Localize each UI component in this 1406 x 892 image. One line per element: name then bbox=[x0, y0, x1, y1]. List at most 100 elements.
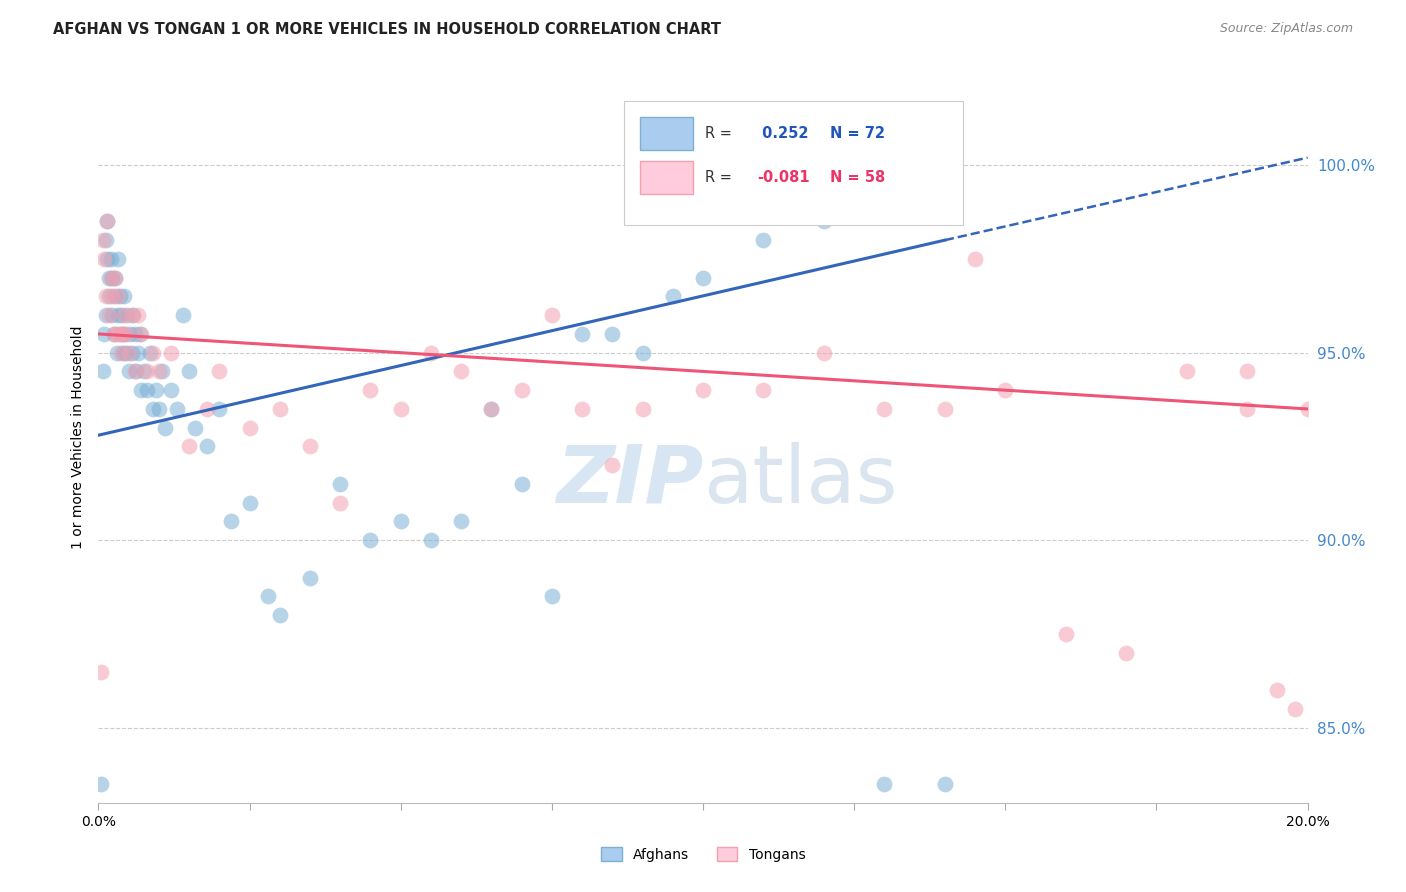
Point bbox=[122, 308, 145, 322]
Point bbox=[96, 214, 118, 228]
Point bbox=[97, 270, 120, 285]
Point bbox=[91, 364, 114, 378]
Point bbox=[239, 420, 262, 434]
Point bbox=[127, 345, 149, 359]
Point bbox=[256, 590, 278, 604]
Point bbox=[93, 326, 115, 341]
Point bbox=[104, 289, 127, 303]
Point bbox=[510, 383, 533, 397]
Point bbox=[114, 326, 136, 341]
Point bbox=[103, 326, 125, 341]
Point bbox=[132, 364, 155, 378]
Point bbox=[661, 289, 683, 303]
Point bbox=[934, 401, 956, 416]
Point bbox=[873, 777, 896, 791]
Point bbox=[100, 289, 122, 303]
Point bbox=[107, 289, 129, 303]
Text: 0.252: 0.252 bbox=[758, 126, 808, 141]
Point bbox=[208, 401, 231, 416]
Point bbox=[153, 420, 176, 434]
Point bbox=[329, 477, 352, 491]
Point bbox=[965, 252, 987, 266]
Point bbox=[121, 345, 143, 359]
Point bbox=[114, 345, 136, 359]
Point bbox=[107, 308, 129, 322]
Point bbox=[124, 326, 146, 341]
Point bbox=[112, 308, 135, 322]
Point bbox=[142, 345, 165, 359]
Point bbox=[108, 326, 131, 341]
Point bbox=[602, 458, 624, 473]
Point bbox=[1054, 627, 1077, 641]
Point bbox=[994, 383, 1017, 397]
Point bbox=[602, 326, 624, 341]
Point bbox=[150, 364, 173, 378]
Point bbox=[1175, 364, 1198, 378]
Point bbox=[450, 364, 472, 378]
Point bbox=[160, 383, 183, 397]
Point bbox=[752, 233, 775, 247]
Point bbox=[110, 326, 132, 341]
Point bbox=[148, 401, 170, 416]
Point bbox=[91, 233, 114, 247]
Point bbox=[118, 364, 141, 378]
Text: ZIP: ZIP bbox=[555, 442, 703, 520]
Point bbox=[148, 364, 170, 378]
Point bbox=[118, 345, 141, 359]
Point bbox=[110, 345, 132, 359]
Point bbox=[94, 308, 117, 322]
Point bbox=[128, 326, 150, 341]
Point bbox=[104, 270, 127, 285]
Point bbox=[107, 252, 129, 266]
Point bbox=[1115, 646, 1137, 660]
Point bbox=[1236, 364, 1258, 378]
Point bbox=[129, 326, 152, 341]
Text: N = 58: N = 58 bbox=[830, 169, 886, 185]
Point bbox=[139, 345, 162, 359]
Point bbox=[115, 308, 138, 322]
Point bbox=[873, 401, 896, 416]
Point bbox=[208, 364, 231, 378]
Point bbox=[96, 289, 118, 303]
Point bbox=[172, 308, 194, 322]
Point bbox=[93, 252, 115, 266]
Text: R =: R = bbox=[706, 169, 733, 185]
FancyBboxPatch shape bbox=[640, 118, 693, 150]
Point bbox=[98, 289, 121, 303]
Point bbox=[118, 326, 141, 341]
Point bbox=[389, 401, 412, 416]
Point bbox=[96, 214, 118, 228]
Point bbox=[111, 345, 134, 359]
Point bbox=[450, 515, 472, 529]
Point bbox=[96, 233, 118, 247]
Text: N = 72: N = 72 bbox=[830, 126, 884, 141]
Point bbox=[540, 590, 562, 604]
Point bbox=[195, 401, 218, 416]
Point bbox=[166, 401, 188, 416]
Point bbox=[108, 289, 131, 303]
Point bbox=[420, 533, 443, 548]
Point bbox=[813, 214, 835, 228]
Point bbox=[100, 270, 122, 285]
Text: atlas: atlas bbox=[703, 442, 897, 520]
Point bbox=[101, 308, 124, 322]
Point bbox=[1296, 401, 1319, 416]
Point bbox=[329, 496, 352, 510]
Point bbox=[112, 326, 135, 341]
Point bbox=[360, 533, 382, 548]
Point bbox=[112, 289, 135, 303]
Point bbox=[420, 345, 443, 359]
Point bbox=[299, 571, 322, 585]
Point bbox=[184, 420, 207, 434]
Text: R =: R = bbox=[706, 126, 733, 141]
Point bbox=[1284, 702, 1306, 716]
Point bbox=[481, 401, 503, 416]
Point bbox=[269, 401, 291, 416]
Point bbox=[752, 383, 775, 397]
Point bbox=[179, 440, 201, 454]
Point bbox=[510, 477, 533, 491]
Point bbox=[540, 308, 562, 322]
Point bbox=[121, 308, 143, 322]
Point bbox=[631, 345, 654, 359]
Point bbox=[1267, 683, 1289, 698]
